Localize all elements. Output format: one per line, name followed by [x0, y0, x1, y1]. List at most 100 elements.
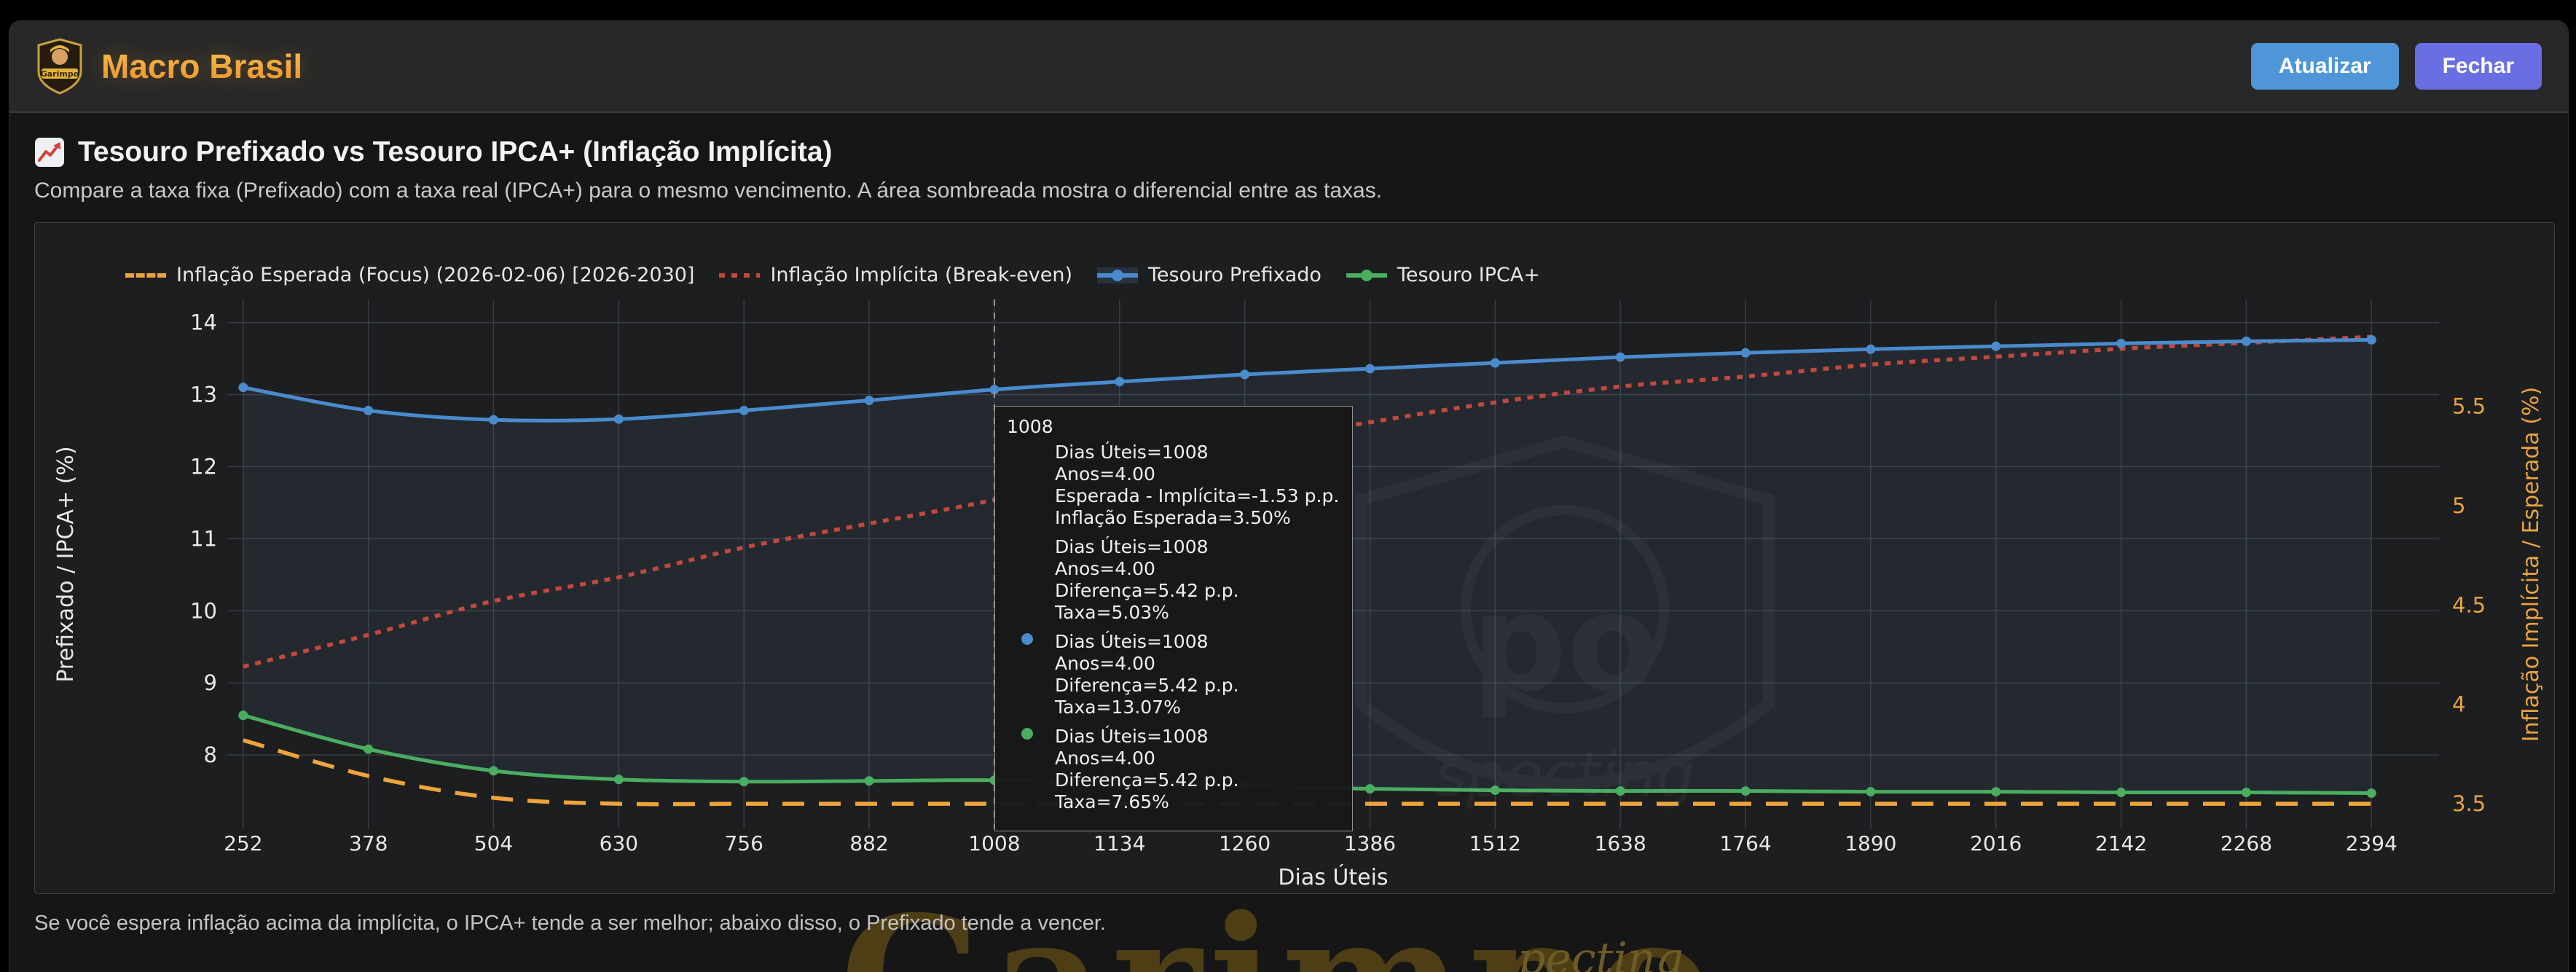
app-header: Garimpo Macro Brasil Atualizar Fechar [9, 21, 2568, 113]
data-point[interactable] [364, 405, 374, 415]
data-point[interactable] [1866, 344, 1876, 354]
data-point[interactable] [2241, 336, 2251, 346]
x-tick-label: 1008 [968, 831, 1020, 855]
x-tick-label: 2142 [2095, 831, 2147, 855]
x-tick-label: 2016 [1970, 831, 2022, 855]
data-point[interactable] [1490, 358, 1500, 368]
data-point[interactable] [613, 775, 624, 785]
x-tick-label: 1512 [1469, 831, 1521, 855]
brand-name: Macro Brasil [101, 47, 303, 85]
data-point[interactable] [1364, 784, 1375, 794]
data-point[interactable] [2116, 788, 2127, 798]
chart-panel: po specting Inflação Esperada (Focus) (2… [34, 222, 2555, 894]
legend-sample-icon [125, 267, 166, 283]
legend-label: Inflação Esperada (Focus) (2026-02-06) [… [176, 264, 695, 286]
page-title: Tesouro Prefixado vs Tesouro IPCA+ (Infl… [34, 136, 2543, 168]
tooltip-lines: Dias Úteis=1008 Anos=4.00 Diferença=5.42 p… [1055, 726, 1239, 812]
data-point[interactable] [1615, 786, 1625, 796]
y-right-tick-label: 5 [2452, 493, 2465, 518]
x-tick-label: 630 [600, 831, 638, 855]
y-left-tick-label: 9 [204, 670, 217, 695]
data-point[interactable] [1866, 787, 1876, 797]
y-left-axis-title: Prefixado / IPCA+ (%) [53, 446, 79, 682]
legend-label: Tesouro Prefixado [1148, 264, 1322, 286]
data-point[interactable] [1364, 364, 1375, 374]
data-point[interactable] [489, 415, 499, 425]
series-line-2 [243, 337, 2372, 423]
data-point[interactable] [1991, 341, 2001, 351]
y-left-tick-label: 8 [204, 742, 217, 767]
data-point[interactable] [489, 766, 499, 776]
data-point[interactable] [2116, 338, 2127, 348]
tooltip-series-group: Dias Úteis=1008 Anos=4.00 Diferença=5.42 p… [1007, 536, 1340, 624]
data-point[interactable] [739, 777, 749, 787]
y-left-tick-label: 11 [190, 526, 217, 551]
data-point[interactable] [364, 744, 374, 754]
y-left-tick-label: 12 [190, 454, 217, 479]
tooltip-x-value: 1008 [1007, 416, 1053, 437]
page-subtitle: Compare a taxa fixa (Prefixado) com a ta… [34, 179, 1383, 203]
x-tick-label: 1386 [1344, 831, 1396, 855]
data-point[interactable] [2241, 788, 2251, 798]
chart-legend: Inflação Esperada (Focus) (2026-02-06) [… [125, 264, 1540, 286]
close-button[interactable]: Fechar [2414, 43, 2542, 90]
legend-sample-icon [1346, 267, 1387, 283]
data-point[interactable] [1115, 377, 1125, 387]
y-right-tick-label: 4.5 [2452, 592, 2486, 617]
x-axis-title: Dias Úteis [1278, 863, 1388, 890]
tooltip-series-group: Dias Úteis=1008 Anos=4.00 Diferença=5.42 p… [1007, 726, 1340, 813]
data-point[interactable] [989, 385, 1000, 395]
x-tick-label: 1638 [1595, 831, 1646, 855]
x-tick-label: 1134 [1093, 831, 1145, 855]
data-point[interactable] [1740, 786, 1751, 796]
x-tick-label: 1764 [1719, 831, 1771, 855]
data-point[interactable] [238, 710, 248, 721]
legend-sample-icon [1097, 267, 1139, 283]
legend-item-3[interactable]: Tesouro IPCA+ [1346, 264, 1540, 286]
x-tick-label: 2394 [2346, 831, 2398, 855]
data-point[interactable] [1240, 369, 1250, 380]
data-point[interactable] [1991, 787, 2001, 797]
hover-tooltip: 1008 Dias Úteis=1008 Anos=4.00 Esperada - I… [994, 406, 1353, 831]
x-tick-label: 378 [349, 831, 388, 855]
tooltip-lines: Dias Úteis=1008 Anos=4.00 Diferença=5.42 p… [1055, 536, 1239, 623]
tooltip-series-group: Dias Úteis=1008 Anos=4.00 Esperada - Implí… [1007, 442, 1340, 529]
y-left-tick-label: 10 [190, 598, 217, 623]
legend-label: Tesouro IPCA+ [1397, 264, 1540, 286]
garimpo-logo-icon: Garimpo [36, 38, 84, 95]
legend-label: Inflação Implícita (Break-even) [770, 264, 1073, 286]
legend-sample-icon [719, 267, 761, 283]
data-point[interactable] [2366, 788, 2376, 799]
y-left-tick-label: 13 [190, 383, 217, 407]
data-point[interactable] [739, 405, 749, 415]
data-point[interactable] [864, 395, 874, 405]
data-point[interactable] [1490, 785, 1500, 796]
footer-note: Se você espera inflação acima da implíci… [34, 912, 1106, 935]
data-point[interactable] [613, 414, 624, 424]
data-point[interactable] [1615, 352, 1625, 362]
svg-text:Garimpo: Garimpo [41, 69, 79, 79]
data-point[interactable] [238, 383, 248, 393]
refresh-button[interactable]: Atualizar [2250, 43, 2399, 90]
x-tick-label: 252 [224, 831, 262, 855]
x-tick-label: 756 [724, 831, 763, 855]
page-title-text: Tesouro Prefixado vs Tesouro IPCA+ (Infl… [78, 136, 833, 168]
y-right-tick-label: 3.5 [2452, 791, 2486, 816]
x-tick-label: 882 [849, 831, 888, 855]
y-left-tick-label: 14 [190, 310, 217, 335]
legend-item-0[interactable]: Inflação Esperada (Focus) (2026-02-06) [… [125, 264, 694, 286]
tooltip-series-group: Dias Úteis=1008 Anos=4.00 Diferença=5.42 p… [1007, 631, 1340, 718]
legend-item-2[interactable]: Tesouro Prefixado [1097, 264, 1322, 286]
y-right-tick-label: 5.5 [2452, 394, 2486, 419]
y-right-axis-title: Inflação Implícita / Esperada (%) [2518, 387, 2544, 742]
watermark-script-text: pecting [1517, 933, 1684, 972]
data-point[interactable] [864, 776, 874, 786]
data-point[interactable] [1740, 348, 1751, 358]
x-tick-label: 1890 [1845, 831, 1896, 855]
legend-item-1[interactable]: Inflação Implícita (Break-even) [719, 264, 1072, 286]
x-tick-label: 504 [474, 831, 513, 855]
x-tick-label: 1260 [1219, 831, 1271, 855]
y-right-tick-label: 4 [2452, 692, 2465, 717]
data-point[interactable] [2366, 334, 2376, 345]
